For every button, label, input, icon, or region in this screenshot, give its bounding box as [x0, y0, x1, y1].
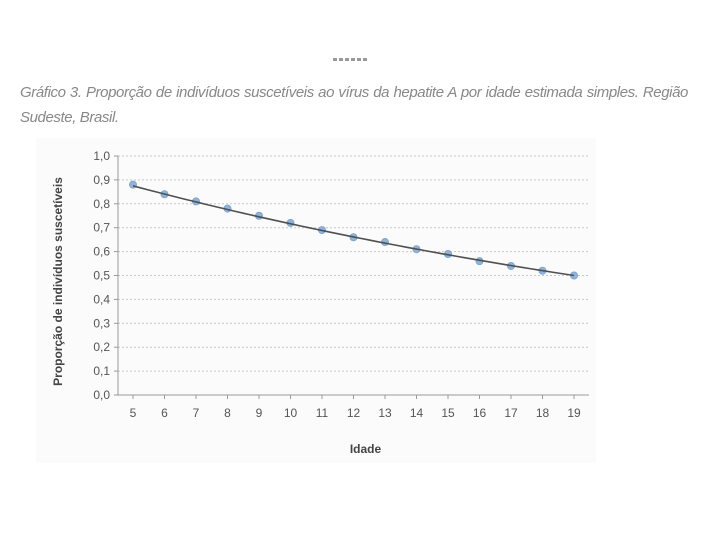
- x-tick-label: 10: [284, 406, 298, 420]
- x-tick-label: 11: [316, 406, 329, 420]
- y-tick-label: 0,4: [93, 292, 110, 306]
- x-tick-label: 5: [130, 406, 137, 420]
- x-tick-label: 16: [473, 406, 487, 420]
- y-tick-label: 0,1: [93, 364, 110, 378]
- y-tick-label: 1,0: [93, 149, 110, 163]
- y-tick-label: 0,0: [93, 388, 110, 402]
- x-tick-label: 8: [224, 406, 231, 420]
- axes: [114, 155, 589, 399]
- x-tick-label: 18: [536, 406, 550, 420]
- top-decoration: [333, 58, 369, 61]
- x-tick-label: 13: [378, 406, 392, 420]
- y-tick-label: 0,7: [93, 221, 110, 235]
- x-tick-label: 12: [347, 406, 361, 420]
- series-line: [132, 185, 575, 277]
- figure-caption: Gráfico 3. Proporção de indivíduos susce…: [20, 84, 688, 126]
- x-tick-label: 9: [256, 406, 263, 420]
- y-tick-label: 0,3: [93, 316, 110, 330]
- y-tick-label: 0,9: [93, 173, 110, 187]
- data-series: [129, 180, 579, 280]
- x-tick-label: 15: [441, 406, 455, 420]
- y-tick-label: 0,2: [93, 340, 110, 354]
- y-axis-title: Proporção de indivíduos suscetíveis: [51, 177, 65, 386]
- chart-area: 0,0 0,1 0,2 0,3 0,4 0,5 0,6 0,7 0,8 0,9 1,0 5 6 7 8 9 1…: [36, 138, 596, 463]
- x-tick-label: 17: [504, 406, 518, 420]
- line-chart: 0,0 0,1 0,2 0,3 0,4 0,5 0,6 0,7 0,8 0,9 1,0 5 6 7 8 9 1…: [51, 149, 589, 456]
- y-tick-labels: 0,0 0,1 0,2 0,3 0,4 0,5 0,6 0,7 0,8 0,9 1,0: [93, 149, 110, 402]
- x-tick-label: 14: [410, 406, 424, 420]
- gridlines: [118, 155, 589, 372]
- x-tick-labels: 5 6 7 8 9 10 11 12 13 14 15 16 17 18 19: [130, 406, 581, 420]
- x-tick-label: 7: [193, 406, 200, 420]
- y-tick-label: 0,6: [93, 245, 110, 259]
- y-tick-label: 0,5: [93, 269, 110, 283]
- x-tick-label: 19: [567, 406, 581, 420]
- y-tick-label: 0,8: [93, 197, 110, 211]
- x-tick-label: 6: [161, 406, 168, 420]
- x-axis-title: Idade: [350, 442, 382, 456]
